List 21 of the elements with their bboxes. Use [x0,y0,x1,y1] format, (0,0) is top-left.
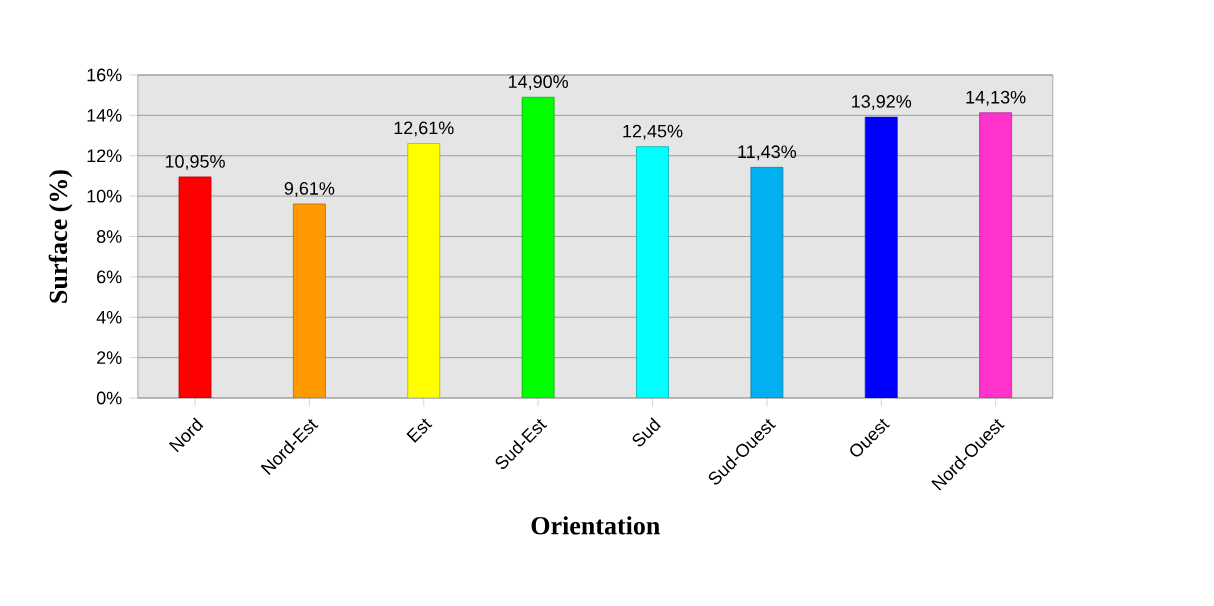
x-tick-label: Est [406,418,433,443]
data-label: 10,95% [165,155,225,170]
y-tick-label: 8% [96,230,122,243]
data-label: 14,13% [966,90,1026,106]
y-tick-label: 4% [96,310,122,324]
y-tick-label: 12% [87,149,122,163]
y-tick-label: 6% [97,270,122,284]
data-label: 11,43% [738,145,797,161]
data-label: 12,61% [394,121,454,137]
y-tick-label: 16% [87,68,122,82]
data-label: 12,45% [623,124,683,140]
y-tick-label: 10% [87,189,122,203]
x-axis-title: Orientation [531,516,660,535]
data-label: 13,92% [852,95,912,110]
x-tick-label: Sud [632,417,661,447]
y-axis-title: Surface (%) [48,170,73,303]
y-tick-label: 2% [97,351,122,364]
data-label: 14,90% [508,75,569,91]
y-tick-label: 0% [96,391,122,405]
y-tick-label: 14% [87,109,122,122]
data-label: 9,61% [284,182,335,197]
